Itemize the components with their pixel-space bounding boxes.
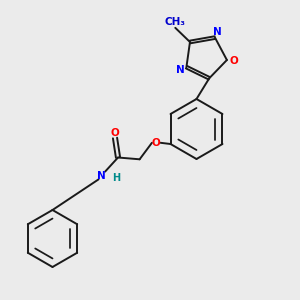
Text: O: O bbox=[111, 128, 119, 138]
Text: N: N bbox=[97, 170, 106, 181]
Text: H: H bbox=[112, 173, 120, 183]
Text: CH₃: CH₃ bbox=[165, 17, 186, 27]
Text: N: N bbox=[214, 27, 222, 37]
Text: O: O bbox=[229, 56, 238, 66]
Text: O: O bbox=[152, 138, 161, 148]
Text: N: N bbox=[176, 65, 185, 75]
